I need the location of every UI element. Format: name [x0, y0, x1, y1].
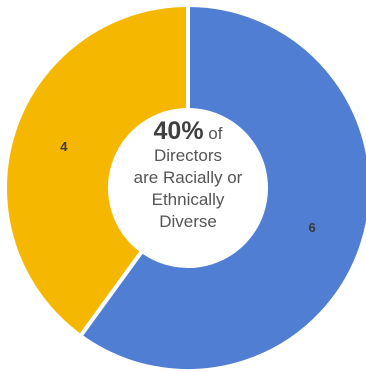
center-line-4: Diverse [159, 212, 217, 231]
center-line-3: Ethnically [151, 190, 225, 209]
center-line-1: Directors [153, 146, 222, 165]
slice-label-not-diverse: 6 [308, 220, 315, 235]
slice-diverse [3, 2, 190, 339]
center-percent-line: 40% of [113, 117, 263, 145]
center-percent-suffix: of [203, 124, 223, 143]
slice-label-diverse: 4 [60, 139, 68, 154]
slice-not-diverse [77, 2, 366, 372]
center-label: 40% of Directors are Racially or Ethnica… [113, 117, 263, 233]
center-line-2: are Racially or [133, 168, 243, 187]
center-percent: 40% [153, 117, 204, 145]
